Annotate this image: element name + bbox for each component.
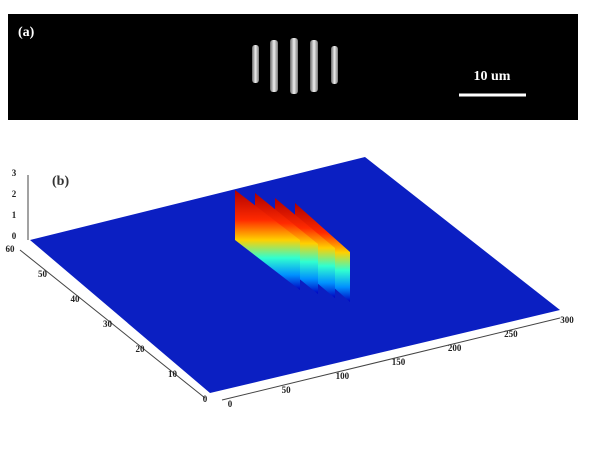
y-tick-label: 50 (38, 269, 48, 279)
y-tick-label: 30 (103, 319, 113, 329)
y-tick-label: 20 (136, 344, 146, 354)
x-axis (221, 317, 561, 401)
panel-label: (a) (18, 25, 35, 40)
y-tick-label: 40 (71, 294, 81, 304)
ridges (235, 190, 350, 302)
y-axis (19, 249, 206, 399)
y-tick-label: 60 (6, 244, 16, 254)
x-tick-label: 150 (392, 357, 406, 367)
y-tick-label: 10 (168, 369, 178, 379)
panel-label: (b) (52, 174, 69, 189)
stripes (252, 38, 338, 94)
x-tick-label: 100 (336, 371, 350, 381)
x-tick-label: 50 (282, 385, 292, 395)
x-tick-label: 200 (448, 343, 462, 353)
x-tick-label: 0 (228, 399, 233, 409)
x-tick-label: 300 (560, 315, 574, 325)
y-tick-label: 0 (203, 394, 208, 404)
z-tick-label: 1 (12, 210, 17, 220)
scale-bar-label: 10 um (474, 69, 511, 84)
z-tick-label: 0 (12, 231, 17, 241)
x-tick-label: 250 (504, 329, 518, 339)
z-tick-label: 2 (12, 189, 17, 199)
z-tick-label: 3 (12, 168, 17, 178)
